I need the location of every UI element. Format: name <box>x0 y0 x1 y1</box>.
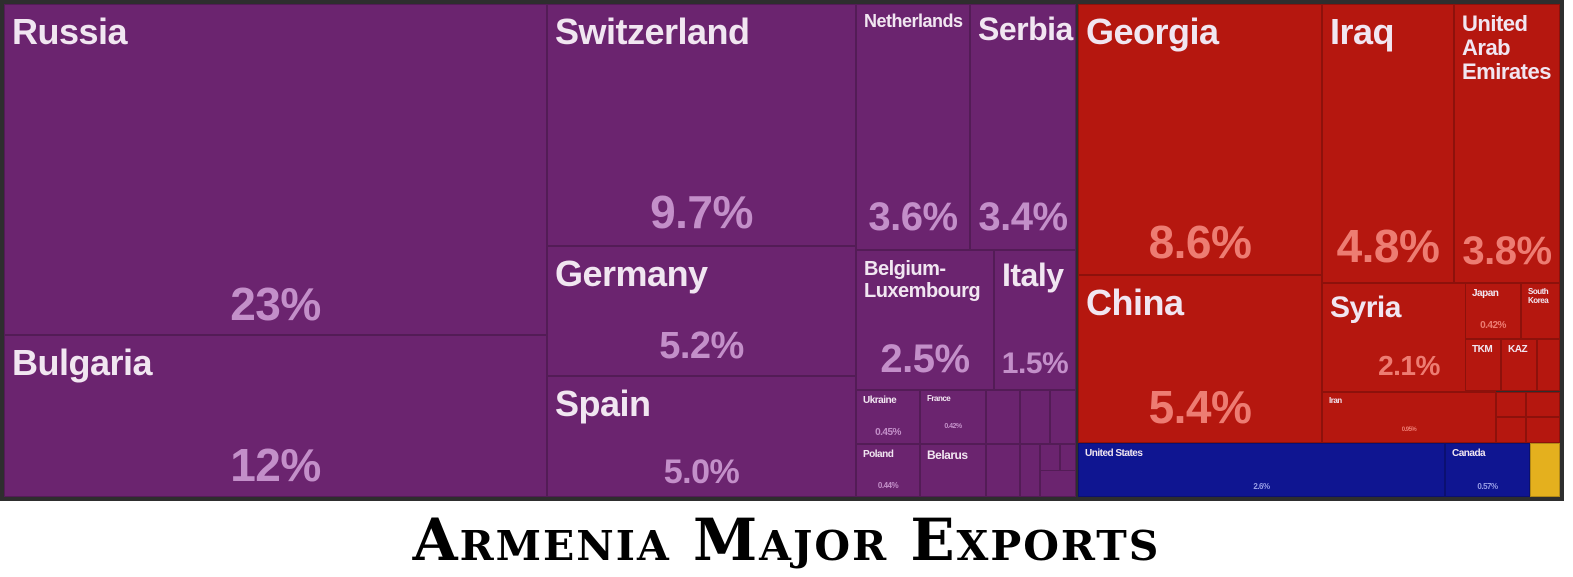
tile-belgium-luxembourg: Belgium- Luxembourg 2.5% <box>856 250 994 390</box>
tile-minor <box>1020 444 1040 497</box>
tile-label: Japan <box>1472 288 1499 299</box>
tile-value: 2.5% <box>880 337 970 381</box>
tile-label: Russia <box>12 11 128 52</box>
tile-value: 5.2% <box>659 325 744 367</box>
tile-poland: Poland 0.44% <box>856 444 920 497</box>
tile-value: 3.4% <box>978 195 1068 239</box>
tile-value: 8.6% <box>1148 216 1252 268</box>
chart-title: Armenia Major Exports <box>412 506 1161 574</box>
tile-label: Spain <box>555 383 651 424</box>
tile-switzerland: Switzerland 9.7% <box>547 4 856 246</box>
tile-value: 0.95% <box>1401 427 1417 433</box>
tile-value: 2.6% <box>1253 482 1270 491</box>
tile-minor <box>1526 417 1560 443</box>
tile-label: Belarus <box>927 448 968 462</box>
treemap: Russia 23% Bulgaria 12% Switzerland 9.7% Germa… <box>0 0 1564 501</box>
tile-label: China <box>1086 282 1184 323</box>
tile-value: 0.42% <box>1480 320 1506 331</box>
tile-value: 5.4% <box>1148 381 1252 433</box>
tile-kaz: KAZ <box>1501 339 1537 391</box>
tile-label: Serbia <box>978 11 1073 47</box>
tile-value: 1.5% <box>1001 347 1069 380</box>
tile-tkm: TKM <box>1465 339 1501 391</box>
tile-value: 9.7% <box>650 186 753 238</box>
tile-label: KAZ <box>1508 344 1528 355</box>
tile-value: 0.42% <box>944 423 962 430</box>
tile-iraq: Iraq 4.8% <box>1322 4 1454 283</box>
tile-label: Belgium- Luxembourg <box>864 258 981 302</box>
tile-value: 2.1% <box>1378 350 1440 381</box>
tile-france: France 0.42% <box>920 390 986 444</box>
tile-value: 23% <box>230 278 321 330</box>
tile-value: 12% <box>230 439 321 491</box>
tile-label: Italy <box>1002 257 1064 293</box>
tile-label: Poland <box>863 449 894 460</box>
tile-italy: Italy 1.5% <box>994 250 1076 390</box>
tile-label: Ukraine <box>863 395 897 406</box>
tile-label: Germany <box>555 253 708 294</box>
tile-south-korea: South Korea <box>1521 283 1560 339</box>
tile-germany: Germany 5.2% <box>547 246 856 376</box>
tile-minor <box>1526 392 1560 417</box>
tile-minor <box>1537 339 1560 391</box>
tile-label: Iraq <box>1330 11 1395 52</box>
tile-value: 0.45% <box>875 427 901 438</box>
tile-minor <box>1530 443 1560 497</box>
tile-value: 0.44% <box>877 481 899 490</box>
tile-value: 3.6% <box>868 195 958 239</box>
tile-value: 0.57% <box>1477 482 1498 491</box>
tile-minor <box>1496 417 1526 443</box>
tile-russia: Russia 23% <box>4 4 547 335</box>
tile-label: Iran <box>1329 396 1342 405</box>
tile-value: 4.8% <box>1336 220 1440 272</box>
tile-china: China 5.4% <box>1078 275 1322 443</box>
tile-label: France <box>927 394 951 403</box>
tile-label: United States <box>1085 448 1143 459</box>
tile-minor <box>1020 390 1050 444</box>
tile-minor <box>1496 392 1526 417</box>
tile-belarus: Belarus <box>920 444 986 497</box>
tile-minor <box>1040 470 1076 497</box>
tile-japan: Japan 0.42% <box>1465 283 1521 339</box>
tile-iran: Iran 0.95% <box>1322 392 1496 443</box>
tile-value: 3.8% <box>1462 229 1552 273</box>
tile-label: Canada <box>1452 448 1486 459</box>
tile-serbia: Serbia 3.4% <box>970 4 1076 250</box>
tile-spain: Spain 5.0% <box>547 376 856 497</box>
tile-minor <box>1050 390 1076 444</box>
tile-label: TKM <box>1472 344 1493 355</box>
tile-bulgaria: Bulgaria 12% <box>4 335 547 497</box>
tile-value: 5.0% <box>663 453 740 491</box>
tile-label: South Korea <box>1528 287 1549 305</box>
tile-netherlands: Netherlands 3.6% <box>856 4 970 250</box>
tile-label: Netherlands <box>864 11 963 31</box>
tile-label: Syria <box>1330 291 1401 324</box>
tile-label: Bulgaria <box>12 342 153 383</box>
tile-united-arab-emirates: United Arab Emirates 3.8% <box>1454 4 1560 283</box>
tile-united-states: United States 2.6% <box>1078 443 1445 497</box>
tile-ukraine: Ukraine 0.45% <box>856 390 920 444</box>
tile-minor <box>986 444 1020 497</box>
tile-canada: Canada 0.57% <box>1445 443 1530 497</box>
tile-label: Switzerland <box>555 11 750 52</box>
tile-label: United Arab Emirates <box>1462 11 1551 85</box>
tile-georgia: Georgia 8.6% <box>1078 4 1322 275</box>
tile-minor <box>986 390 1020 444</box>
tile-label: Georgia <box>1086 11 1219 52</box>
